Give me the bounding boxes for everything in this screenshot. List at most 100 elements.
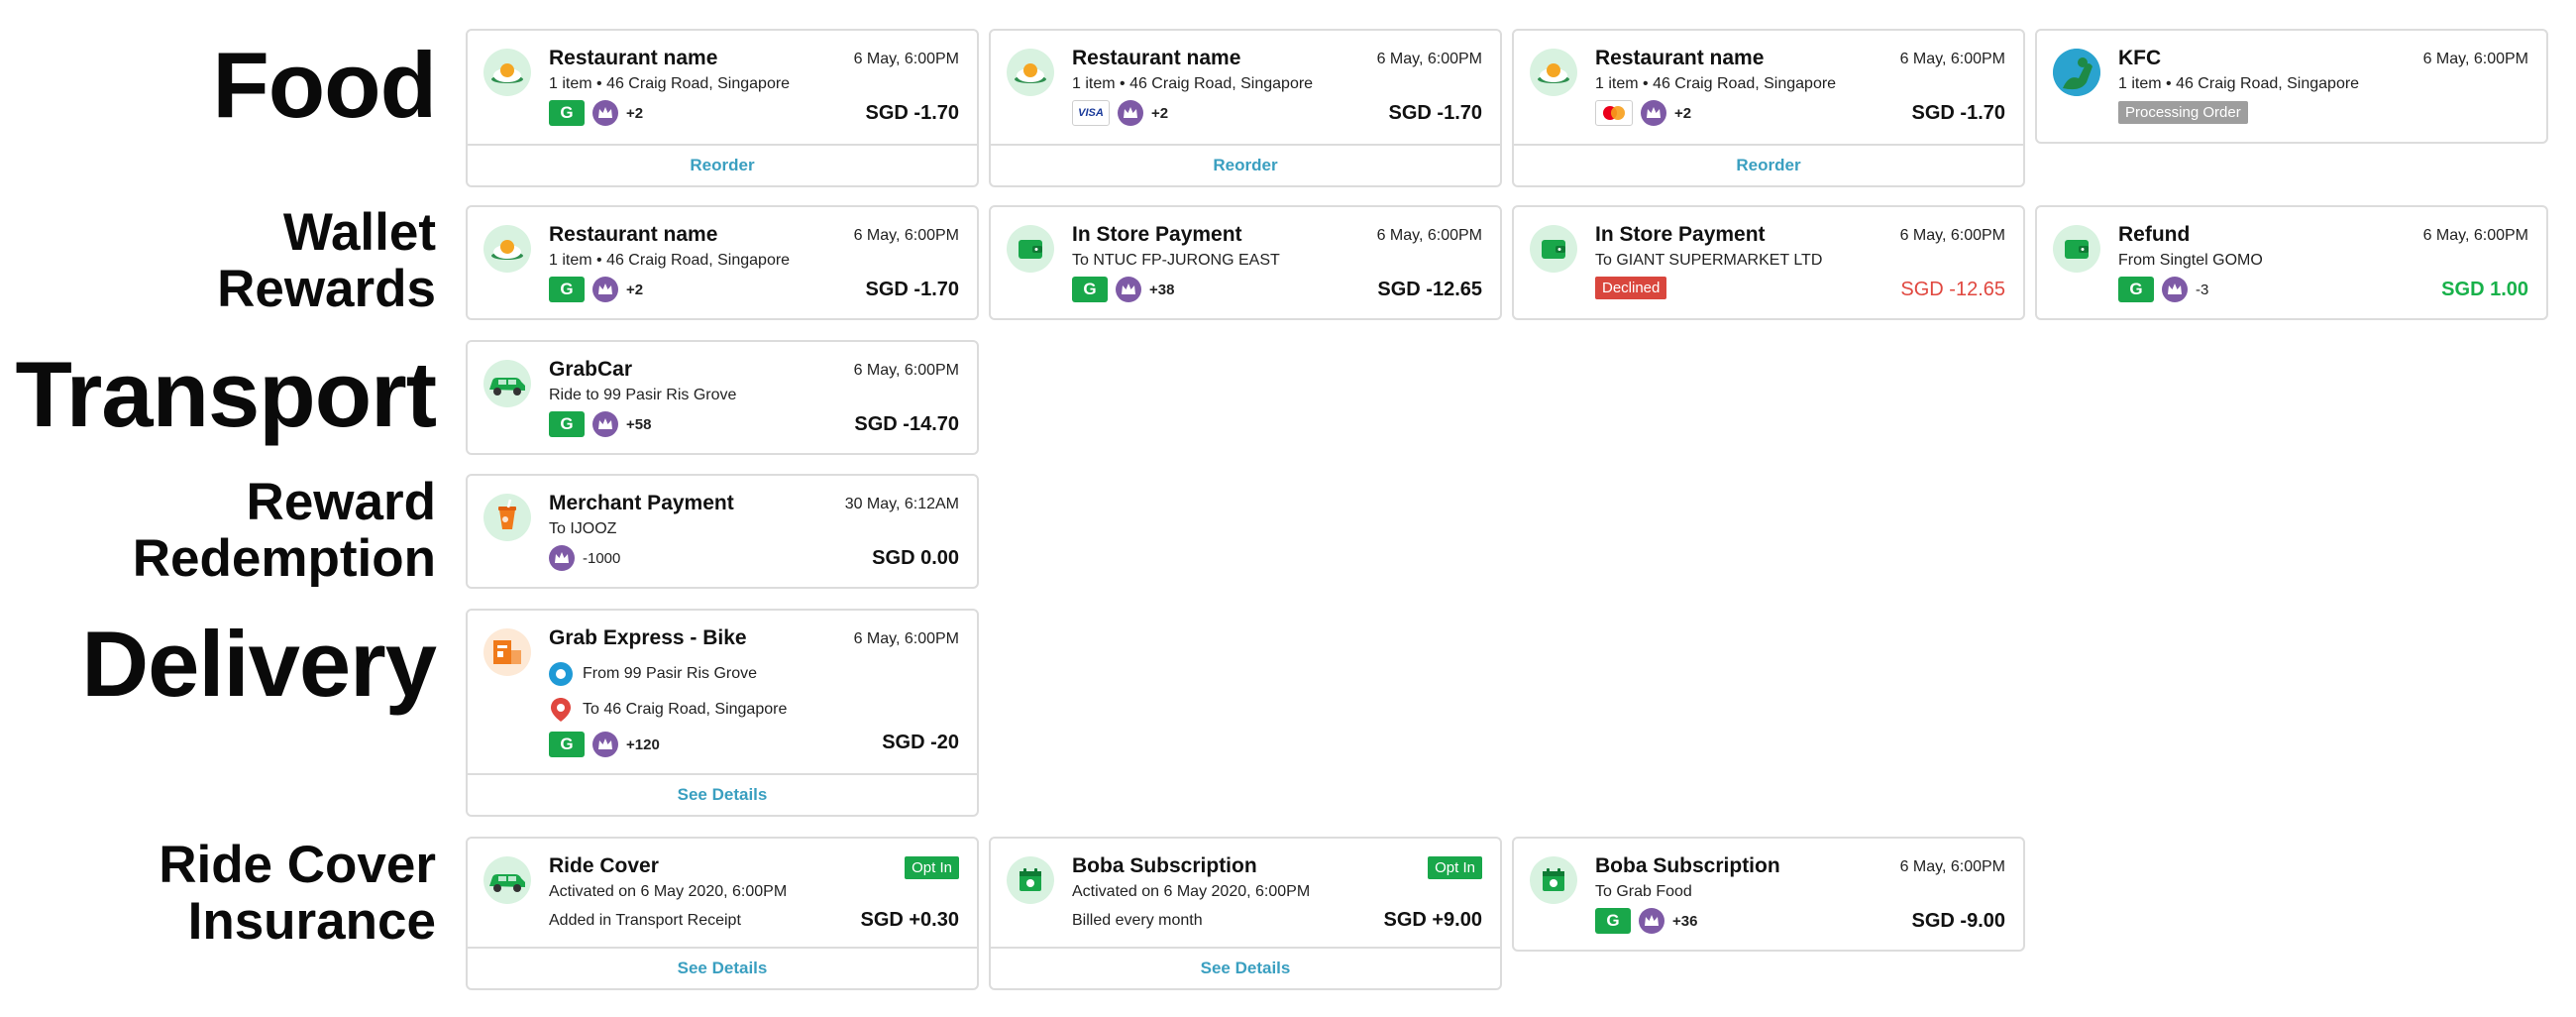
crown-icon — [1116, 277, 1141, 302]
transaction-amount: SGD -12.65 — [1377, 279, 1482, 300]
points-earned: -3 — [2196, 281, 2209, 298]
reorder-button[interactable]: Reorder — [1514, 144, 2023, 185]
fried-egg-icon — [483, 49, 531, 96]
order-amount: SGD -1.70 — [1911, 102, 2005, 124]
wallet-transaction-card[interactable]: Refund 6 May, 6:00PM From Singtel GOMO G… — [2035, 205, 2548, 320]
subscription-amount: SGD -9.00 — [1911, 910, 2005, 932]
grabpay-icon: G — [549, 100, 585, 126]
transaction-amount: SGD -1.70 — [865, 279, 959, 300]
order-date: 6 May, 6:00PM — [1376, 51, 1482, 67]
crown-icon — [592, 411, 618, 437]
subscription-date: 6 May, 6:00PM — [1899, 858, 2005, 875]
see-details-button[interactable]: See Details — [991, 947, 1500, 988]
transaction-amount: SGD 1.00 — [2441, 279, 2528, 300]
car-icon — [483, 856, 531, 904]
calendar-icon — [1530, 856, 1577, 904]
redemption-date: 30 May, 6:12AM — [844, 496, 959, 512]
points-earned: +120 — [626, 735, 660, 753]
transaction-amount: SGD -12.65 — [1900, 279, 2005, 300]
fried-egg-icon — [483, 225, 531, 273]
see-details-button[interactable]: See Details — [468, 947, 977, 988]
section-label-line: Rewards — [217, 260, 436, 319]
wallet-icon — [2053, 225, 2100, 273]
subscription-amount: SGD +9.00 — [1383, 909, 1482, 931]
order-subtitle: 1 item • 46 Craig Road, Singapore — [549, 75, 791, 92]
crown-icon — [592, 100, 618, 126]
transport-ride-card[interactable]: GrabCar 6 May, 6:00PM Ride to 99 Pasir R… — [466, 340, 979, 455]
crown-icon — [1639, 908, 1664, 934]
pickup-location: From 99 Pasir Ris Grove — [549, 662, 757, 686]
points-earned: +2 — [626, 281, 644, 298]
transaction-title: Restaurant name — [549, 223, 718, 246]
transaction-date: 6 May, 6:00PM — [2422, 227, 2528, 244]
transaction-date: 6 May, 6:00PM — [853, 227, 959, 244]
points-earned: +58 — [626, 415, 652, 433]
section-label-line: Redemption — [132, 529, 436, 589]
ride-amount: SGD -14.70 — [854, 413, 959, 435]
subscription-note: Billed every month — [1072, 912, 1203, 929]
section-label-delivery: Delivery — [81, 612, 437, 716]
crown-icon — [1641, 100, 1666, 126]
subscription-card[interactable]: Boba Subscription 6 May, 6:00PM To Grab … — [1512, 837, 2025, 952]
food-order-card[interactable]: Restaurant name 6 May, 6:00PM 1 item • 4… — [989, 29, 1502, 187]
fried-egg-icon — [1007, 49, 1054, 96]
section-label-line: Ride Cover — [159, 836, 436, 894]
subscription-card[interactable]: Boba Subscription Opt In Activated on 6 … — [989, 837, 1502, 990]
subscription-title: Boba Subscription — [1072, 854, 1257, 877]
transaction-subtitle: From Singtel GOMO — [2118, 252, 2263, 269]
status-badge: Processing Order — [2118, 101, 2248, 124]
food-order-card[interactable]: KFC 6 May, 6:00PM 1 item • 46 Craig Road… — [2035, 29, 2548, 144]
wallet-transaction-card[interactable]: Restaurant name 6 May, 6:00PM 1 item • 4… — [466, 205, 979, 320]
order-date: 6 May, 6:00PM — [2422, 51, 2528, 67]
reward-redemption-card[interactable]: Merchant Payment 30 May, 6:12AM To IJOOZ… — [466, 474, 979, 589]
calendar-icon — [1007, 856, 1054, 904]
order-title: KFC — [2118, 47, 2162, 69]
section-label-transport: Transport — [15, 342, 437, 446]
transaction-title: In Store Payment — [1595, 223, 1766, 246]
wallet-transaction-card[interactable]: In Store Payment 6 May, 6:00PM To GIANT … — [1512, 205, 2025, 320]
section-label-line: Insurance — [187, 892, 436, 952]
insurance-amount: SGD +0.30 — [860, 909, 959, 931]
points-earned: +2 — [626, 104, 644, 122]
transaction-date: 6 May, 6:00PM — [1899, 227, 2005, 244]
section-label-line: Reward — [246, 473, 436, 531]
food-order-card[interactable]: Restaurant name 6 May, 6:00PM 1 item • 4… — [1512, 29, 2025, 187]
wallet-transaction-card[interactable]: In Store Payment 6 May, 6:00PM To NTUC F… — [989, 205, 1502, 320]
crown-icon — [592, 732, 618, 757]
mastercard-icon — [1595, 100, 1633, 126]
grabpay-icon: G — [1072, 277, 1108, 302]
grabpay-icon: G — [549, 277, 585, 302]
ride-title: GrabCar — [549, 358, 633, 381]
redemption-amount: SGD 0.00 — [872, 547, 959, 569]
order-date: 6 May, 6:00PM — [1899, 51, 2005, 67]
food-order-card[interactable]: Restaurant name 6 May, 6:00PM 1 item • 4… — [466, 29, 979, 187]
delivery-card[interactable]: Grab Express - Bike 6 May, 6:00PM From 9… — [466, 609, 979, 817]
order-subtitle: 1 item • 46 Craig Road, Singapore — [2118, 75, 2360, 92]
wallet-icon — [1530, 225, 1577, 273]
insurance-card[interactable]: Ride Cover Opt In Activated on 6 May 202… — [466, 837, 979, 990]
points-earned: +2 — [1151, 104, 1169, 122]
reorder-button[interactable]: Reorder — [468, 144, 977, 185]
order-amount: SGD -1.70 — [1388, 102, 1482, 124]
subscription-activation: Activated on 6 May 2020, 6:00PM — [1072, 883, 1311, 900]
wallet-icon — [1007, 225, 1054, 273]
visa-icon: VISA — [1072, 100, 1110, 126]
transaction-subtitle: To GIANT SUPERMARKET LTD — [1595, 252, 1823, 269]
dropoff-address: To 46 Craig Road, Singapore — [583, 701, 788, 718]
delivery-amount: SGD -20 — [882, 732, 959, 753]
grabpay-icon: G — [2118, 277, 2154, 302]
crown-icon — [1118, 100, 1143, 126]
transaction-title: Refund — [2118, 223, 2191, 246]
subscription-title: Boba Subscription — [1595, 854, 1780, 877]
section-label-reward-redemption: Reward Redemption — [132, 473, 436, 589]
ride-date: 6 May, 6:00PM — [853, 362, 959, 379]
insurance-activation: Activated on 6 May 2020, 6:00PM — [549, 883, 788, 900]
payment-row: +2 — [1595, 100, 1691, 126]
reorder-button[interactable]: Reorder — [991, 144, 1500, 185]
dropoff-pin-icon — [551, 698, 571, 722]
pickup-address: From 99 Pasir Ris Grove — [583, 665, 758, 682]
points-earned: +2 — [1674, 104, 1692, 122]
payment-row: G +120 — [549, 732, 660, 757]
opt-in-badge: Opt In — [1428, 856, 1482, 879]
see-details-button[interactable]: See Details — [468, 773, 977, 815]
